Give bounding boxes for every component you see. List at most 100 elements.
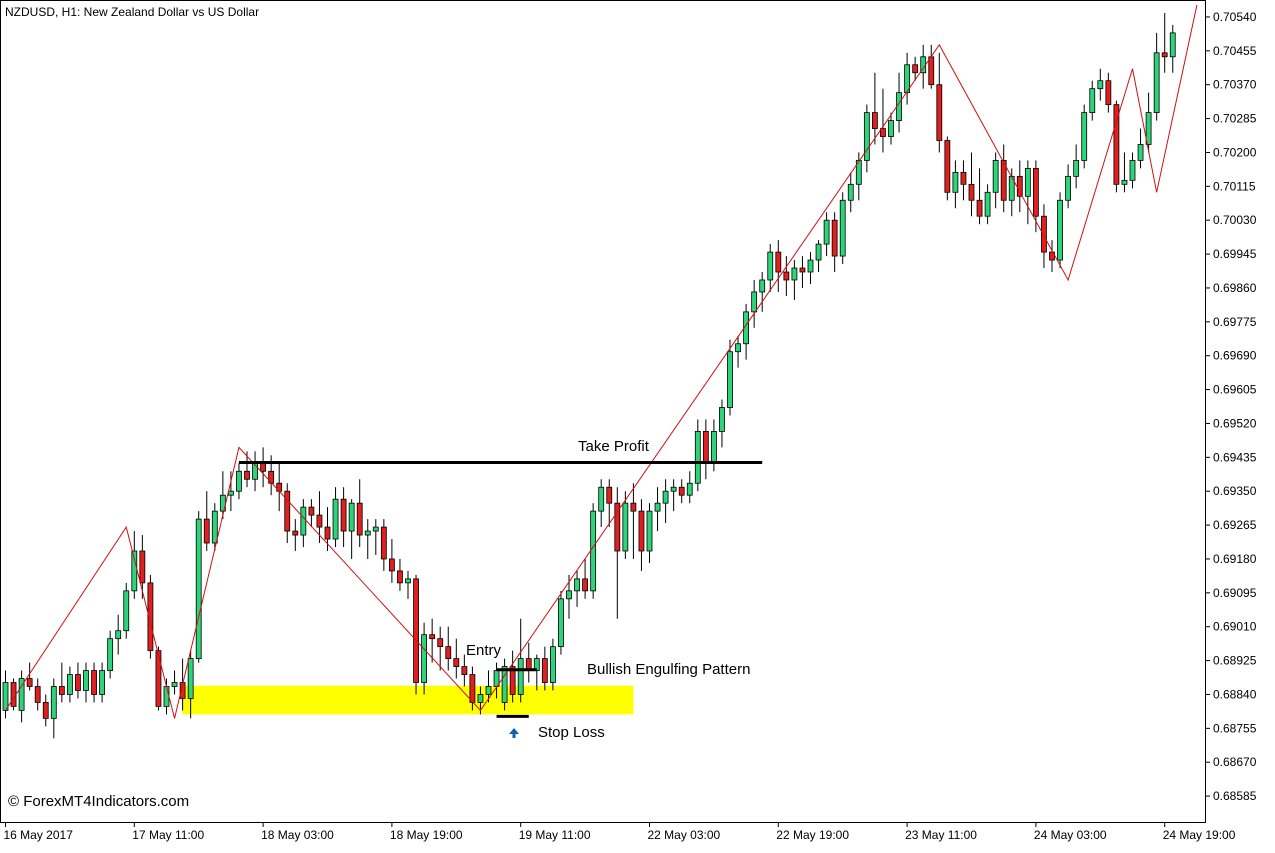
- candle-body: [694, 431, 701, 484]
- candle: [630, 483, 637, 559]
- candle-body: [872, 112, 878, 129]
- candle-body: [968, 183, 975, 201]
- candle-body: [316, 514, 323, 528]
- candle-body: [1000, 160, 1007, 201]
- candle: [743, 303, 749, 360]
- candle: [606, 479, 613, 528]
- candle-body: [614, 502, 621, 552]
- candle-body: [598, 486, 605, 512]
- candle: [1081, 104, 1088, 169]
- candle-body: [405, 578, 411, 584]
- candle-body: [1169, 32, 1176, 58]
- candle-body: [888, 120, 894, 137]
- candle-body: [421, 634, 428, 683]
- candle: [236, 463, 242, 500]
- x-tick-label: 18 May 03:00: [261, 828, 334, 842]
- candle: [759, 272, 766, 312]
- candle-body: [582, 578, 588, 592]
- candle-body: [509, 666, 516, 695]
- candle-body: [646, 510, 653, 552]
- candle-body: [107, 638, 114, 671]
- y-tick-label: 0.70030: [1213, 213, 1257, 227]
- candle: [686, 471, 693, 504]
- candle-body: [1033, 167, 1039, 217]
- x-tick-label: 23 May 11:00: [905, 828, 977, 842]
- candle: [469, 666, 476, 711]
- candle-body: [574, 578, 580, 592]
- candle: [131, 531, 138, 599]
- candle: [397, 558, 403, 591]
- candle-body: [308, 506, 315, 516]
- candle: [590, 503, 597, 599]
- candle-body: [815, 243, 822, 261]
- candle-body: [952, 171, 959, 193]
- candle-body: [332, 498, 339, 540]
- candle: [1105, 72, 1112, 113]
- candle: [308, 499, 315, 528]
- candle-body: [227, 490, 234, 496]
- candle-body: [469, 674, 476, 703]
- candle-body: [501, 666, 508, 703]
- candle: [380, 519, 387, 571]
- candle-body: [1089, 88, 1096, 113]
- candle: [719, 399, 725, 448]
- candle-body: [236, 470, 242, 492]
- candle-body: [324, 526, 331, 540]
- candle-body: [654, 502, 661, 512]
- candle: [968, 152, 975, 217]
- candle: [211, 503, 218, 551]
- candle: [799, 256, 806, 288]
- candle-body: [75, 674, 81, 691]
- candle-body: [171, 682, 178, 687]
- candle: [872, 72, 878, 145]
- candle-body: [831, 219, 838, 257]
- candle: [904, 52, 910, 105]
- candle-body: [437, 638, 444, 648]
- candle-body: [1161, 52, 1168, 58]
- candle: [292, 519, 299, 551]
- y-tick-label: 0.69860: [1213, 281, 1257, 295]
- candle: [944, 136, 951, 201]
- candle-body: [1057, 199, 1063, 261]
- y-tick-label: 0.69690: [1213, 349, 1257, 363]
- candle: [1097, 68, 1104, 101]
- candle: [1113, 100, 1120, 193]
- candle: [880, 88, 886, 153]
- candle: [823, 212, 830, 257]
- candle-body: [550, 646, 556, 683]
- candle-body: [791, 267, 798, 281]
- candle: [364, 519, 371, 559]
- candle-body: [1081, 112, 1088, 161]
- candle: [26, 662, 33, 691]
- candle-body: [453, 658, 460, 667]
- candle-body: [912, 64, 919, 74]
- candle: [107, 630, 114, 679]
- candle: [91, 662, 97, 703]
- candle: [863, 104, 870, 173]
- candle-body: [1041, 215, 1047, 253]
- candle: [34, 678, 41, 711]
- candle-body: [155, 650, 162, 707]
- candle-body: [686, 482, 693, 496]
- candle: [195, 511, 202, 663]
- candle: [509, 650, 516, 703]
- x-tick-label: 24 May 03:00: [1034, 828, 1107, 842]
- stop-loss-label: Stop Loss: [538, 724, 605, 741]
- candle: [1089, 80, 1096, 121]
- support-zone: [182, 685, 634, 715]
- y-tick-label: 0.70115: [1213, 179, 1256, 193]
- candle-body: [767, 251, 774, 281]
- candle-body: [115, 630, 122, 640]
- y-tick-label: 0.69605: [1213, 383, 1257, 397]
- x-tick-label: 16 May 2017: [4, 828, 74, 842]
- y-tick-label: 0.70370: [1213, 78, 1257, 92]
- candle: [855, 152, 862, 201]
- candle-body: [735, 343, 741, 353]
- candle-body: [711, 431, 717, 464]
- candle: [203, 491, 210, 551]
- y-tick-label: 0.68670: [1213, 755, 1257, 769]
- pattern-label: Bullish Engulfing Pattern: [587, 661, 750, 678]
- y-tick-label: 0.68840: [1213, 687, 1257, 701]
